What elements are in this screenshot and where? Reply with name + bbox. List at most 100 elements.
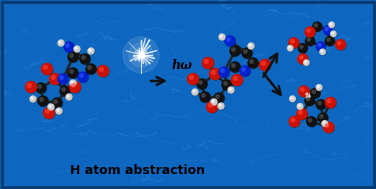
Circle shape bbox=[226, 36, 235, 46]
Circle shape bbox=[329, 22, 334, 28]
Circle shape bbox=[250, 60, 253, 63]
Circle shape bbox=[71, 83, 75, 87]
Circle shape bbox=[86, 64, 96, 74]
Circle shape bbox=[123, 37, 159, 73]
Circle shape bbox=[298, 54, 308, 64]
Circle shape bbox=[249, 43, 255, 50]
Circle shape bbox=[299, 87, 309, 97]
Circle shape bbox=[30, 96, 36, 102]
Circle shape bbox=[290, 96, 296, 102]
Circle shape bbox=[307, 117, 317, 127]
Circle shape bbox=[200, 92, 210, 102]
Circle shape bbox=[240, 66, 250, 76]
Circle shape bbox=[318, 101, 321, 105]
Circle shape bbox=[218, 103, 224, 109]
Circle shape bbox=[248, 43, 254, 49]
Circle shape bbox=[42, 64, 53, 75]
Circle shape bbox=[38, 97, 49, 106]
Circle shape bbox=[67, 95, 69, 97]
Circle shape bbox=[68, 53, 79, 63]
Circle shape bbox=[228, 87, 234, 93]
Circle shape bbox=[50, 74, 61, 85]
Circle shape bbox=[88, 66, 91, 69]
Circle shape bbox=[289, 116, 300, 127]
Circle shape bbox=[304, 60, 309, 65]
Circle shape bbox=[212, 100, 214, 102]
Circle shape bbox=[49, 105, 51, 107]
Circle shape bbox=[52, 75, 55, 79]
Circle shape bbox=[249, 44, 251, 46]
Circle shape bbox=[197, 80, 208, 90]
Circle shape bbox=[209, 68, 220, 80]
Circle shape bbox=[230, 46, 241, 57]
Circle shape bbox=[214, 94, 224, 104]
Circle shape bbox=[308, 119, 312, 122]
Circle shape bbox=[325, 27, 328, 30]
Circle shape bbox=[298, 104, 303, 110]
Circle shape bbox=[220, 67, 229, 77]
Circle shape bbox=[291, 118, 295, 122]
Circle shape bbox=[329, 23, 335, 28]
Circle shape bbox=[86, 64, 97, 74]
Circle shape bbox=[219, 67, 229, 77]
Circle shape bbox=[56, 108, 62, 114]
Circle shape bbox=[70, 54, 73, 57]
Circle shape bbox=[62, 88, 65, 91]
Circle shape bbox=[288, 46, 293, 51]
Circle shape bbox=[219, 104, 221, 106]
Circle shape bbox=[307, 29, 310, 32]
Circle shape bbox=[97, 66, 109, 77]
Circle shape bbox=[299, 44, 308, 53]
Circle shape bbox=[68, 68, 79, 78]
Circle shape bbox=[27, 83, 31, 87]
Circle shape bbox=[26, 82, 37, 93]
Circle shape bbox=[336, 40, 346, 50]
Circle shape bbox=[241, 67, 250, 77]
Circle shape bbox=[317, 100, 326, 110]
Circle shape bbox=[70, 82, 81, 93]
Circle shape bbox=[307, 38, 310, 41]
Circle shape bbox=[230, 46, 240, 56]
Circle shape bbox=[207, 102, 218, 113]
Circle shape bbox=[326, 98, 336, 108]
Circle shape bbox=[242, 68, 245, 71]
Circle shape bbox=[232, 74, 243, 85]
Circle shape bbox=[188, 74, 199, 85]
Circle shape bbox=[290, 96, 296, 102]
Circle shape bbox=[193, 90, 199, 95]
Circle shape bbox=[219, 34, 225, 40]
Circle shape bbox=[205, 59, 208, 63]
Circle shape bbox=[98, 66, 109, 77]
Circle shape bbox=[299, 86, 309, 96]
Circle shape bbox=[305, 96, 314, 105]
Circle shape bbox=[26, 81, 36, 92]
Circle shape bbox=[307, 117, 316, 126]
Circle shape bbox=[66, 94, 72, 100]
Circle shape bbox=[298, 44, 307, 53]
Circle shape bbox=[311, 89, 321, 98]
Circle shape bbox=[75, 47, 77, 49]
Circle shape bbox=[211, 70, 215, 74]
Circle shape bbox=[306, 37, 315, 46]
Circle shape bbox=[220, 35, 222, 37]
Circle shape bbox=[188, 74, 199, 84]
Circle shape bbox=[134, 48, 148, 62]
Circle shape bbox=[320, 49, 325, 54]
Circle shape bbox=[49, 105, 55, 111]
Circle shape bbox=[327, 38, 330, 41]
Circle shape bbox=[317, 85, 323, 91]
Circle shape bbox=[260, 60, 271, 71]
Circle shape bbox=[297, 109, 307, 119]
Circle shape bbox=[317, 86, 319, 88]
Circle shape bbox=[230, 63, 241, 73]
Circle shape bbox=[288, 46, 293, 51]
Circle shape bbox=[320, 115, 323, 118]
Circle shape bbox=[313, 23, 322, 32]
Circle shape bbox=[337, 41, 341, 45]
Circle shape bbox=[99, 67, 103, 71]
Circle shape bbox=[44, 108, 55, 119]
Circle shape bbox=[44, 108, 55, 119]
Circle shape bbox=[36, 84, 47, 94]
Circle shape bbox=[290, 117, 300, 127]
Circle shape bbox=[70, 81, 80, 92]
